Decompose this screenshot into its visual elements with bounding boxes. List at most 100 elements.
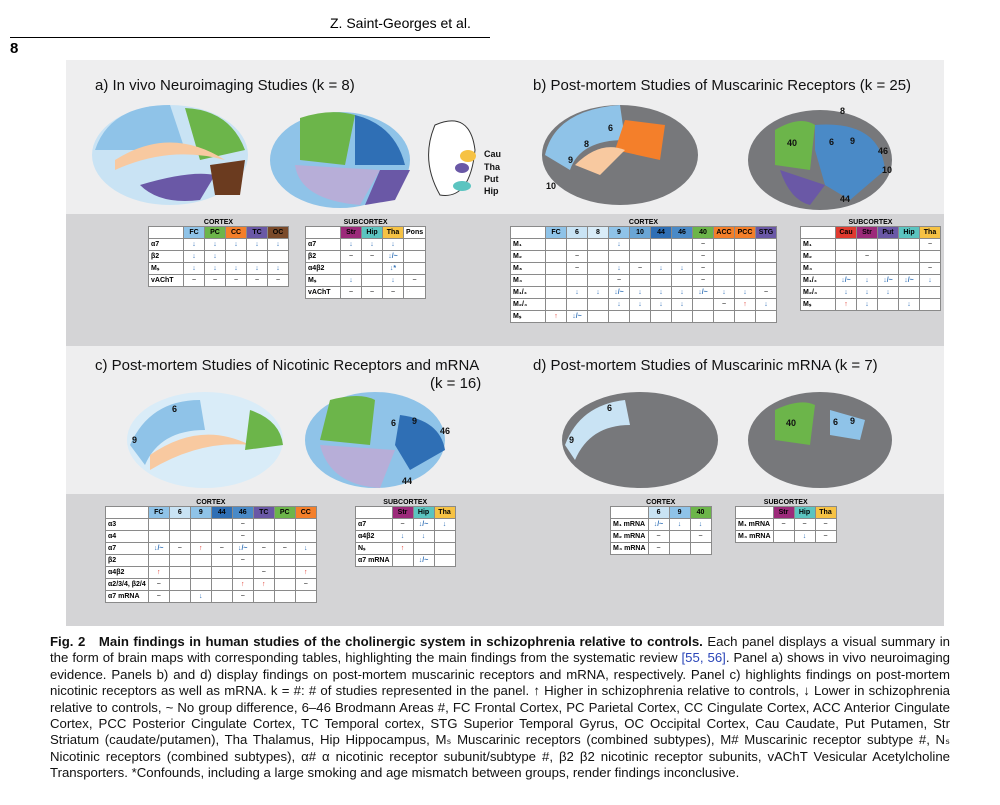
finding-cell: ~ [204, 274, 226, 287]
table-label: SUBCORTEX [383, 499, 428, 506]
finding-cell [147, 554, 170, 567]
row-label: vAChT [305, 286, 341, 299]
finding-cell [898, 238, 920, 251]
finding-cell [210, 566, 233, 579]
finding-cell [877, 298, 899, 311]
finding-cell [713, 310, 735, 323]
row-label: α7 [105, 542, 149, 555]
finding-cell [755, 262, 777, 275]
table-row: M₁ mRNA ↓/~ ↓ ↓ [610, 518, 712, 531]
finding-cell: ~ [919, 262, 941, 275]
finding-cell: ~ [814, 518, 837, 531]
row-label: vAChT [148, 274, 184, 287]
table-row: β2 ~ ~ ↓/~ [305, 250, 427, 263]
finding-cell: ↓* [382, 262, 404, 275]
header-row: Str Hip Tha [735, 506, 837, 519]
column-header: 44 [650, 226, 672, 239]
row-label: α2/3/4, β2/4 [105, 578, 149, 591]
finding-cell: ~ [692, 274, 714, 287]
header-row: FC PC CC TC OC [148, 226, 289, 239]
table-row: M₂ ~ [800, 250, 941, 263]
finding-cell [755, 310, 777, 323]
finding-cell: ↓ [671, 286, 693, 299]
row-label: Nₛ [355, 542, 393, 555]
finding-cell: ~ [772, 518, 795, 531]
row-label: Mₛ [800, 298, 836, 311]
finding-cell [755, 238, 777, 251]
finding-cell [168, 554, 191, 567]
column-header: Str [856, 226, 878, 239]
finding-cell: ↓ [204, 238, 226, 251]
finding-cell [168, 530, 191, 543]
brain-label: Put [484, 174, 499, 184]
finding-cell: ↑ [189, 542, 212, 555]
finding-cell: ↓ [246, 238, 268, 251]
finding-cell: ↓/~ [566, 310, 588, 323]
finding-cell: ↑ [147, 566, 170, 579]
finding-cell: ↓ [340, 238, 362, 251]
finding-cell: ↓ [587, 286, 609, 299]
finding-cell: ~ [793, 518, 816, 531]
table-row: α7 ↓ ↓ ↓ [305, 238, 427, 251]
finding-cell [713, 262, 735, 275]
finding-cell: ↑ [231, 578, 254, 591]
finding-cell [919, 286, 941, 299]
row-label: M₁/₄ [510, 286, 546, 299]
table-label: CORTEX [196, 499, 226, 506]
finding-cell [294, 590, 317, 603]
finding-cell [402, 238, 427, 251]
finding-cell: ~ [340, 250, 362, 263]
table-label: CORTEX [646, 499, 676, 506]
finding-cell: ↓ [629, 298, 651, 311]
finding-cell [587, 262, 609, 275]
finding-cell [692, 298, 714, 311]
finding-cell: ~ [629, 262, 651, 275]
finding-cell [294, 518, 317, 531]
table-row: Nₛ ↑ [355, 542, 456, 555]
row-label: M₂/₄ [510, 298, 546, 311]
table-row: M₂ mRNA ~ ~ [610, 530, 712, 543]
finding-cell: ↓ [689, 518, 712, 531]
findings-table: 6 9 40 M₁ mRNA ↓/~ ↓ ↓ M₂ mRNA ~ ~ M₄ mRNA ~ [610, 506, 712, 555]
corner-cell [148, 226, 184, 239]
finding-cell [713, 250, 735, 263]
finding-cell: ↑ [252, 578, 275, 591]
table-block: SUBCORTEX Str Hip Tha α7 ~ ↓/~ ↓ α4β2 ↓ ↓ Nₛ ↑ α7 mRN… [355, 499, 456, 567]
finding-cell: ~ [856, 250, 878, 263]
corner-cell [510, 226, 546, 239]
table-label: CORTEX [628, 219, 659, 226]
column-header: 40 [692, 226, 714, 239]
row-label: M₄ [510, 274, 546, 287]
finding-cell [545, 298, 567, 311]
finding-cell [189, 554, 212, 567]
finding-cell: ↓/~ [692, 286, 714, 299]
brain-label: 8 [584, 139, 590, 149]
finding-cell [545, 238, 567, 251]
caption-ref[interactable]: [55, 56] [681, 650, 726, 666]
row-label: M₁/₄ [800, 274, 836, 287]
header-row: FC 6 8 9 10 44 46 40 ACC PCC STG [510, 226, 777, 239]
column-header: Hip [361, 226, 383, 239]
finding-cell [273, 530, 296, 543]
finding-cell [566, 238, 588, 251]
column-header: TC [252, 506, 275, 519]
brain-label: 6 [608, 123, 614, 133]
column-header: Put [877, 226, 899, 239]
finding-cell: ~ [692, 238, 714, 251]
finding-cell: ↓ [267, 238, 289, 251]
finding-cell: ~ [294, 578, 317, 591]
finding-cell [294, 530, 317, 543]
table-row: β2 ↓ ↓ [148, 250, 289, 263]
finding-cell: ~ [689, 530, 712, 543]
finding-cell: ↓/~ [877, 274, 899, 287]
finding-cell: ↓ [650, 298, 672, 311]
finding-cell: ↓ [650, 262, 672, 275]
finding-cell: ↓ [225, 262, 247, 275]
row-label: α7 mRNA [355, 554, 393, 567]
brain-c [127, 392, 445, 488]
finding-cell: ↓ [629, 286, 651, 299]
finding-cell: ~ [147, 590, 170, 603]
finding-cell [294, 554, 317, 567]
